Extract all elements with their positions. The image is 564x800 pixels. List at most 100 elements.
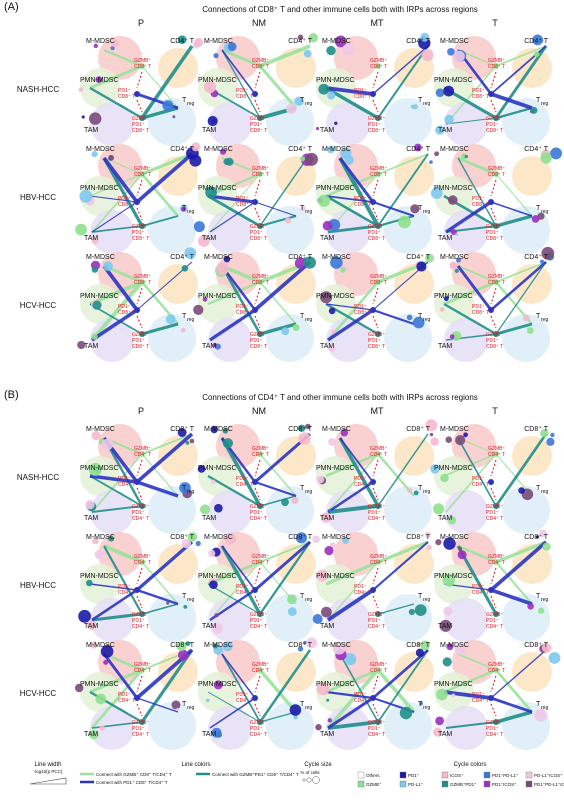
cell-node: [312, 535, 320, 544]
both-hub-label: GZMB⁺: [486, 504, 503, 510]
hub-node: [493, 503, 499, 509]
both-hub-label: CD4⁺ T: [486, 732, 503, 738]
treg-label: T: [418, 97, 423, 104]
both-hub-label: CD4⁺ T: [250, 516, 267, 522]
both-hub-label: CD8⁺ T: [132, 236, 149, 242]
partner-label: CD4⁺ T: [288, 146, 313, 153]
connection-line: [495, 561, 533, 605]
cell-node: [178, 649, 189, 661]
cell-node: [448, 516, 457, 525]
hub-node: [257, 331, 263, 337]
tam-zone: [444, 490, 488, 534]
connection-line: [140, 44, 194, 120]
connection-line: [489, 540, 548, 592]
connection-line: [338, 437, 380, 507]
hub-node: [139, 63, 145, 69]
partner-label: CD4⁺ T: [170, 38, 195, 45]
both-hub-label: GZMB⁺: [368, 332, 385, 338]
partner-label: CD4⁺ T: [406, 254, 431, 261]
connection-line: [443, 280, 497, 306]
cell-node: [183, 605, 188, 609]
hub-node: [257, 115, 263, 121]
partner-zone: [512, 264, 552, 304]
cycle-color-label: PD1⁺: [408, 773, 420, 778]
gzmb-hub-label: CD4⁺ T: [134, 452, 151, 458]
cell-node: [292, 324, 300, 332]
connection-line: [377, 540, 429, 564]
cell-node: [442, 573, 456, 587]
treg-label: T: [182, 485, 187, 492]
line-width-wedge: [29, 777, 67, 785]
cell-node: [533, 51, 540, 58]
partner-label: CD4⁺ T: [288, 38, 313, 45]
hub-node: [370, 199, 376, 205]
cell-node: [541, 642, 552, 653]
pmn-label: PMN-MDSC: [80, 681, 119, 688]
cell-node: [195, 540, 201, 547]
both-hub-label: PD1⁺: [486, 726, 499, 732]
cell-node: [540, 259, 544, 264]
pmn-label: PMN-MDSC: [198, 293, 237, 300]
connection-line: [135, 432, 194, 484]
connection-line: [327, 308, 374, 342]
hub-node: [252, 199, 258, 205]
connection-line: [372, 45, 429, 95]
treg-label: T: [536, 97, 541, 104]
partner-zone: [394, 436, 434, 476]
pmn-zone: [80, 564, 120, 604]
hub-link: [136, 179, 143, 197]
tam-label: TAM: [84, 731, 98, 738]
cell-node: [209, 580, 218, 589]
cycle-size-title: Cycle size: [304, 762, 332, 768]
both-hub-label: CD8⁺ T: [250, 344, 267, 350]
pmn-label: PMN-MDSC: [434, 465, 473, 472]
pd1-hub-label: CD8⁺ T: [354, 202, 371, 208]
connection-line: [209, 561, 261, 621]
cell-node: [527, 603, 534, 610]
cell-node: [172, 115, 176, 119]
cell-node: [454, 643, 466, 655]
treg-zone: [148, 98, 196, 146]
cell-node: [430, 437, 439, 446]
cell-node: [434, 151, 439, 157]
cell-node: [306, 637, 317, 649]
connection-line: [207, 280, 261, 306]
cell-node: [518, 487, 525, 494]
hub-link: [136, 71, 143, 89]
connection-line: [377, 649, 429, 723]
cell-node: [443, 296, 449, 302]
connection-line: [443, 453, 497, 477]
hub-link: [254, 179, 261, 197]
cell-node: [212, 342, 217, 348]
both-hub-label: GZMB⁺: [368, 116, 385, 122]
both-hub-label: PD1⁺: [250, 510, 263, 516]
cell-node: [342, 43, 355, 56]
pd1-hub-label: PD1⁺: [472, 196, 485, 202]
connection-line: [135, 540, 194, 592]
mmdsc-label: M-MDSC: [204, 534, 233, 541]
hub-node: [493, 559, 499, 565]
partner-label: CD8⁺ T: [170, 642, 195, 649]
hub-node: [375, 559, 381, 565]
pmn-label: PMN-MDSC: [198, 77, 237, 84]
hub-link: [372, 567, 379, 585]
partner-zone: [158, 156, 198, 196]
pmn-zone: [316, 456, 356, 496]
pd1-hub-label: CD4⁺ T: [236, 482, 253, 488]
both-hub-label: CD8⁺ T: [250, 128, 267, 134]
gzmb-hub-label: GZMB⁺: [252, 662, 269, 668]
cell-node: [406, 314, 413, 321]
partner-zone: [276, 156, 316, 196]
cell-node: [421, 48, 434, 62]
gzmb-hub-label: GZMB⁺: [488, 446, 505, 452]
hub-link: [254, 287, 261, 305]
cell-node: [100, 645, 114, 658]
cell-node: [184, 247, 197, 259]
pd1-hub-label: CD8⁺ T: [118, 310, 135, 316]
connection-line: [207, 475, 261, 507]
hub-node: [257, 611, 263, 617]
tam-label: TAM: [320, 343, 334, 350]
cell-node: [286, 103, 297, 115]
